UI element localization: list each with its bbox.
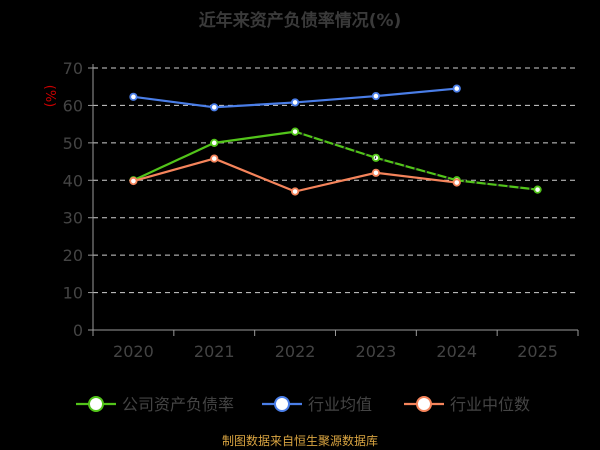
y-tick-label: 10 (63, 284, 83, 303)
data-point (452, 178, 461, 187)
y-tick-label: 30 (63, 209, 83, 228)
data-source-note: 制图数据来自恒生聚源数据库 (221, 434, 378, 448)
x-tick-label: 2023 (356, 342, 397, 361)
data-point (371, 168, 381, 177)
series-line-dash-overlay (375, 156, 458, 182)
data-point (452, 84, 461, 93)
data-point (210, 103, 219, 112)
data-point (533, 185, 542, 194)
y-tick-label: 50 (63, 134, 83, 153)
series-line-dash-overlay (456, 179, 538, 191)
chart-title: 近年来资产负债率情况(%) (198, 11, 402, 31)
series-1 (129, 84, 461, 112)
series-line (132, 130, 538, 191)
legend-marker (274, 396, 290, 412)
data-point (129, 92, 138, 101)
y-tick-label: 60 (63, 96, 83, 115)
y-tick-label: 40 (63, 171, 83, 190)
data-point (371, 91, 381, 101)
data-point (210, 154, 219, 163)
y-axis-label: (%) (42, 85, 57, 108)
x-tick-label: 2022 (275, 342, 316, 361)
data-point (210, 138, 219, 147)
x-tick-label: 2021 (194, 342, 235, 361)
series-line (133, 157, 457, 193)
legend-label: 行业均值 (308, 395, 372, 414)
data-point (290, 187, 300, 196)
legend-marker (416, 396, 432, 412)
x-tick-label: 2025 (517, 342, 558, 361)
x-tick-label: 2024 (436, 342, 477, 361)
data-point (129, 176, 138, 186)
data-point (290, 127, 300, 136)
x-tick-label: 2020 (113, 342, 154, 361)
legend-marker (88, 396, 104, 412)
series-2 (129, 154, 461, 196)
data-point (290, 98, 300, 107)
y-tick-label: 70 (63, 59, 83, 78)
legend-label: 行业中位数 (450, 395, 530, 414)
legend-label: 公司资产负债率 (122, 395, 234, 414)
y-tick-label: 20 (63, 246, 83, 265)
y-tick-label: 0 (73, 321, 83, 340)
